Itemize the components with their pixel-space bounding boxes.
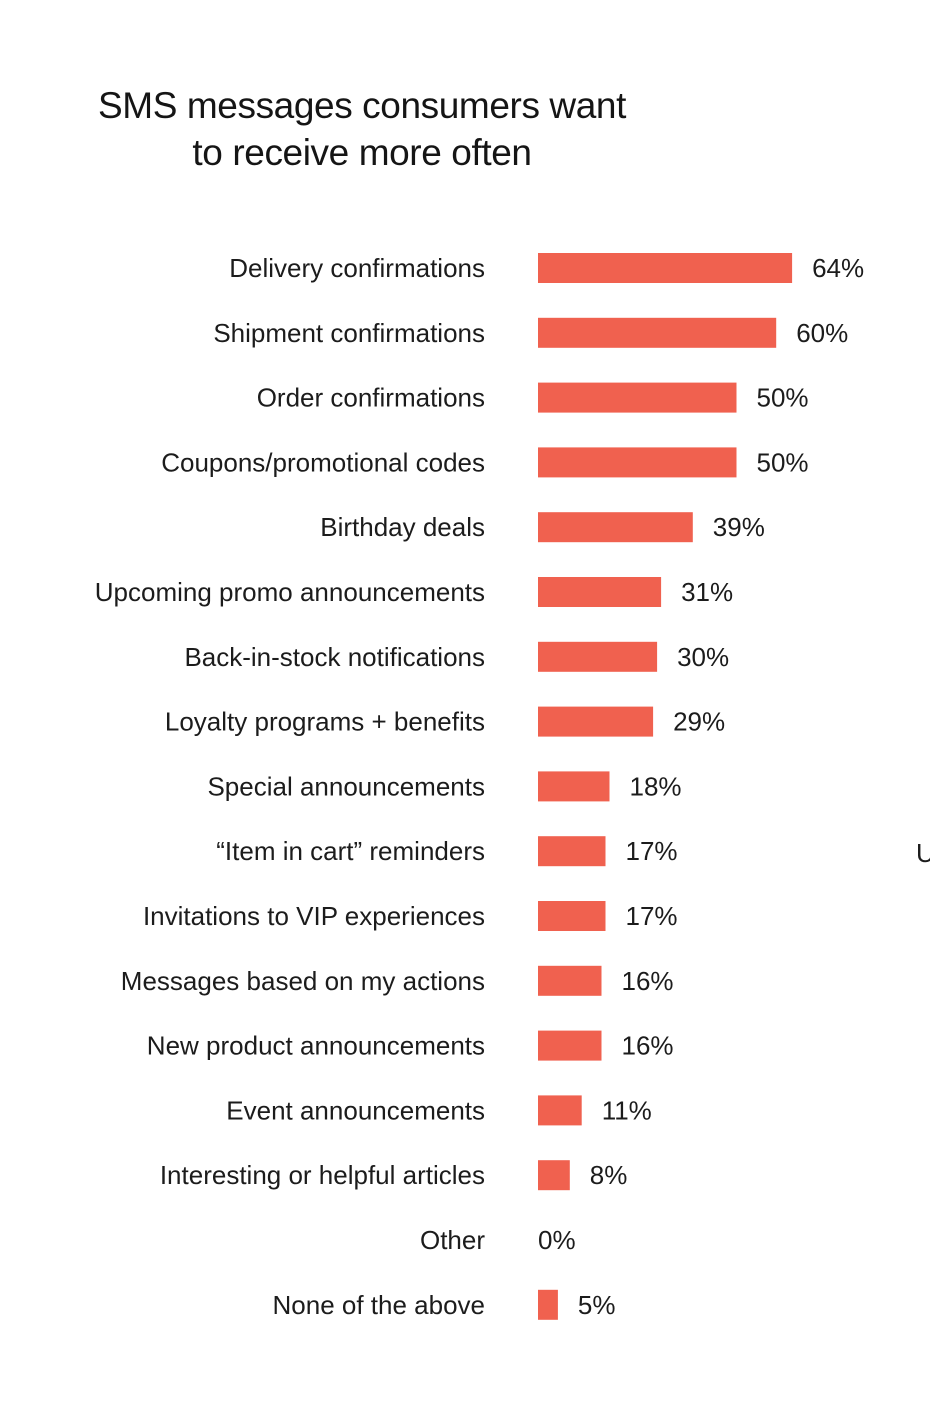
value-label-4: 39%: [713, 512, 765, 542]
bar-1: [538, 317, 777, 348]
chart-title-line-1: SMS messages consumers want: [98, 85, 626, 126]
value-label-8: 18%: [630, 771, 682, 801]
category-label-8: Special announcements: [207, 771, 485, 801]
bar-3: [538, 447, 737, 478]
bars-layer: [538, 253, 793, 1320]
category-label-4: Birthday deals: [320, 512, 485, 542]
category-label-11: Messages based on my actions: [121, 966, 485, 996]
value-label-5: 31%: [681, 577, 733, 607]
category-labels: Delivery confirmations Shipment confirmat…: [95, 253, 486, 1320]
value-label-2: 50%: [757, 383, 809, 413]
category-label-1: Shipment confirmations: [213, 318, 485, 348]
chart-title-line-2: to receive more often: [192, 132, 532, 173]
value-label-12: 16%: [622, 1031, 674, 1061]
value-label-1: 60%: [796, 318, 848, 348]
category-label-16: None of the above: [273, 1290, 486, 1320]
value-label-14: 8%: [590, 1160, 628, 1190]
bar-2: [538, 382, 737, 413]
bar-13: [538, 1095, 582, 1126]
bar-11: [538, 965, 602, 996]
category-label-15: Other: [420, 1225, 485, 1255]
bar-7: [538, 706, 654, 737]
bar-8: [538, 771, 610, 802]
category-label-0: Delivery confirmations: [229, 253, 485, 283]
bar-6: [538, 641, 658, 672]
chart-title: SMS messages consumers want to receive m…: [0, 82, 724, 176]
bar-12: [538, 1030, 602, 1061]
value-label-0: 64%: [812, 253, 864, 283]
bar-4: [538, 512, 693, 543]
value-label-11: 16%: [622, 966, 674, 996]
value-label-3: 50%: [757, 447, 809, 477]
category-label-5: Upcoming promo announcements: [95, 577, 485, 607]
bar-14: [538, 1160, 570, 1191]
bar-5: [538, 577, 662, 607]
category-label-2: Order confirmations: [257, 383, 485, 413]
value-label-7: 29%: [673, 707, 725, 737]
value-label-6: 30%: [677, 642, 729, 672]
value-label-9: 17%: [626, 836, 678, 866]
value-label-13: 11%: [602, 1095, 652, 1125]
category-label-13: Event announcements: [226, 1095, 485, 1125]
category-label-10: Invitations to VIP experiences: [143, 901, 485, 931]
value-labels: 64% 60% 50% 50% 39% 31% 30% 29% 18% 17% 17% 16% 16% 1…: [538, 253, 864, 1320]
value-label-15: 0%: [538, 1225, 576, 1255]
bar-10: [538, 901, 606, 931]
category-label-12: New product announcements: [147, 1031, 485, 1061]
cropped-edge-glyph: U: [916, 838, 930, 868]
category-label-6: Back-in-stock notifications: [184, 642, 485, 672]
category-label-3: Coupons/promotional codes: [161, 447, 485, 477]
category-label-9: “Item in cart” reminders: [216, 836, 485, 866]
bar-16: [538, 1289, 558, 1320]
value-label-16: 5%: [578, 1290, 616, 1320]
category-label-14: Interesting or helpful articles: [160, 1160, 485, 1190]
category-label-7: Loyalty programs + benefits: [165, 707, 485, 737]
bar-9: [538, 836, 606, 867]
bar-0: [538, 253, 793, 283]
value-label-10: 17%: [626, 901, 678, 931]
